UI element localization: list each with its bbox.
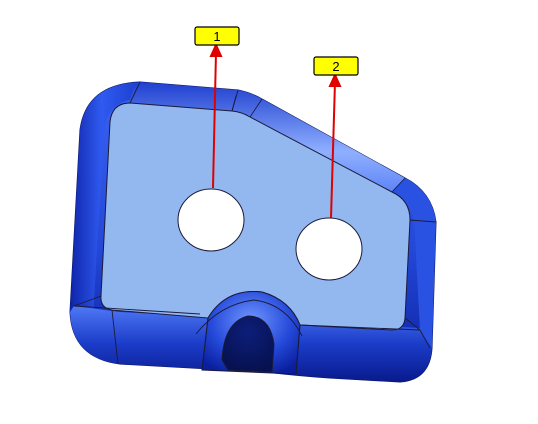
hole-2 <box>295 217 363 281</box>
hole-1 <box>177 188 245 252</box>
boss-notch <box>221 315 275 373</box>
callout-2-label: 2 <box>332 59 339 74</box>
leader-lines <box>209 42 342 219</box>
callout-2-box <box>313 56 359 76</box>
edge-lines <box>73 81 437 375</box>
callout-1-label: 1 <box>213 29 220 44</box>
top-fillet <box>130 82 436 222</box>
right-fillet <box>392 178 436 348</box>
callout-2: 2 <box>313 56 359 76</box>
callout-1-box <box>194 26 240 46</box>
callout-1: 1 <box>194 26 240 46</box>
left-fillet <box>70 82 140 364</box>
